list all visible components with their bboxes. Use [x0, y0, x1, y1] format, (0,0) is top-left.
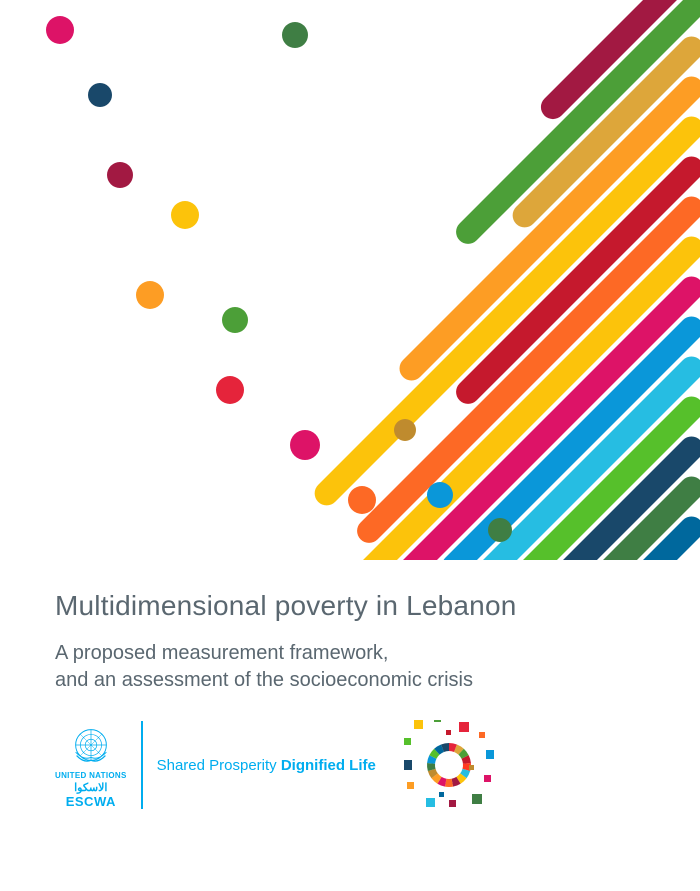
tagline: Shared Prosperity Dignified Life	[143, 757, 376, 774]
sdg-wheel-icon	[404, 720, 494, 810]
cover-graphic	[0, 0, 700, 560]
escwa-english: ESCWA	[66, 794, 116, 809]
escwa-arabic: الاسكوا	[74, 781, 107, 794]
text-block: Multidimensional poverty in Lebanon A pr…	[55, 590, 645, 694]
un-label: UNITED NATIONS	[55, 771, 127, 780]
tagline-part-b: Dignified Life	[281, 757, 376, 774]
stripes-svg	[0, 0, 700, 560]
document-subtitle: A proposed measurement framework, and an…	[55, 640, 645, 694]
logo-row: UNITED NATIONS الاسكوا ESCWA Shared Pros…	[55, 720, 494, 810]
un-escwa-logo: UNITED NATIONS الاسكوا ESCWA	[55, 721, 143, 809]
document-title: Multidimensional poverty in Lebanon	[55, 590, 645, 622]
subtitle-line-2: and an assessment of the socioeconomic c…	[55, 669, 473, 691]
subtitle-line-1: A proposed measurement framework,	[55, 642, 389, 664]
un-emblem-icon	[67, 721, 115, 769]
tagline-part-a: Shared Prosperity	[157, 757, 281, 774]
